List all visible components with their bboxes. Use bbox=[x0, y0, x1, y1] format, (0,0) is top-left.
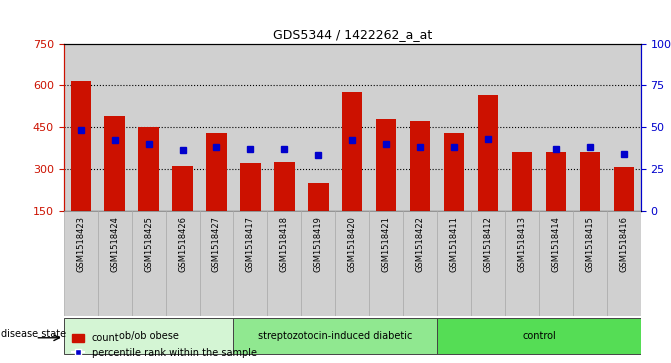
Bar bbox=[546, 152, 566, 211]
Text: GSM1518421: GSM1518421 bbox=[382, 216, 391, 272]
Text: GSM1518416: GSM1518416 bbox=[619, 216, 628, 272]
Text: disease state: disease state bbox=[1, 329, 66, 339]
Bar bbox=[274, 162, 295, 211]
Bar bbox=[234, 44, 268, 211]
Text: ob/ob obese: ob/ob obese bbox=[119, 331, 178, 341]
Bar bbox=[607, 211, 641, 316]
Bar bbox=[403, 211, 437, 316]
Bar bbox=[64, 318, 234, 354]
Bar bbox=[70, 81, 91, 211]
Bar bbox=[437, 44, 471, 211]
Bar bbox=[64, 211, 98, 316]
Bar bbox=[98, 44, 132, 211]
Bar bbox=[132, 44, 166, 211]
Bar bbox=[132, 211, 166, 316]
Text: control: control bbox=[522, 331, 556, 341]
Text: GSM1518426: GSM1518426 bbox=[178, 216, 187, 272]
Bar bbox=[301, 44, 336, 211]
Text: GSM1518419: GSM1518419 bbox=[314, 216, 323, 272]
Bar bbox=[607, 44, 641, 211]
Bar bbox=[573, 44, 607, 211]
Bar bbox=[301, 211, 336, 316]
Bar bbox=[437, 318, 641, 354]
Bar bbox=[505, 211, 539, 316]
Text: GSM1518412: GSM1518412 bbox=[484, 216, 493, 272]
Bar bbox=[64, 44, 98, 211]
Bar bbox=[369, 44, 403, 211]
Bar bbox=[199, 211, 234, 316]
Bar bbox=[539, 44, 573, 211]
Bar bbox=[437, 211, 471, 316]
Bar bbox=[308, 183, 329, 211]
Bar bbox=[166, 211, 199, 316]
Text: GSM1518425: GSM1518425 bbox=[144, 216, 153, 272]
Bar bbox=[573, 211, 607, 316]
Bar bbox=[268, 44, 301, 211]
Bar bbox=[336, 44, 369, 211]
Bar bbox=[369, 211, 403, 316]
Bar bbox=[614, 167, 634, 211]
Text: GSM1518422: GSM1518422 bbox=[415, 216, 425, 272]
Bar bbox=[98, 211, 132, 316]
Bar bbox=[539, 211, 573, 316]
Text: GSM1518424: GSM1518424 bbox=[110, 216, 119, 272]
Text: streptozotocin-induced diabetic: streptozotocin-induced diabetic bbox=[258, 331, 413, 341]
Text: GSM1518420: GSM1518420 bbox=[348, 216, 357, 272]
Bar bbox=[410, 122, 430, 211]
Bar bbox=[172, 166, 193, 211]
Bar bbox=[336, 211, 369, 316]
Text: GSM1518411: GSM1518411 bbox=[450, 216, 458, 272]
Bar bbox=[234, 211, 268, 316]
Text: GSM1518414: GSM1518414 bbox=[552, 216, 560, 272]
Bar bbox=[234, 318, 437, 354]
Bar bbox=[138, 127, 159, 211]
Bar bbox=[342, 92, 362, 211]
Bar bbox=[105, 116, 125, 211]
Legend: count, percentile rank within the sample: count, percentile rank within the sample bbox=[68, 329, 261, 362]
Bar bbox=[376, 119, 397, 211]
Bar bbox=[240, 163, 260, 211]
Bar bbox=[478, 95, 499, 211]
Bar bbox=[199, 44, 234, 211]
Text: GSM1518415: GSM1518415 bbox=[585, 216, 595, 272]
Bar bbox=[166, 44, 199, 211]
Text: GSM1518413: GSM1518413 bbox=[517, 216, 527, 272]
Bar bbox=[403, 44, 437, 211]
Bar bbox=[268, 211, 301, 316]
Bar bbox=[580, 152, 600, 211]
Bar bbox=[444, 132, 464, 211]
Bar bbox=[471, 44, 505, 211]
Bar bbox=[206, 132, 227, 211]
Text: GSM1518418: GSM1518418 bbox=[280, 216, 289, 272]
Title: GDS5344 / 1422262_a_at: GDS5344 / 1422262_a_at bbox=[272, 28, 432, 41]
Bar bbox=[505, 44, 539, 211]
Bar bbox=[471, 211, 505, 316]
Text: GSM1518427: GSM1518427 bbox=[212, 216, 221, 272]
Text: GSM1518417: GSM1518417 bbox=[246, 216, 255, 272]
Text: GSM1518423: GSM1518423 bbox=[76, 216, 85, 272]
Bar bbox=[512, 152, 532, 211]
